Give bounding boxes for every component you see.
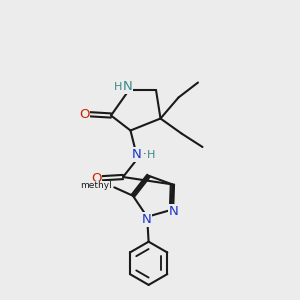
Text: methyl: methyl	[80, 181, 112, 190]
Text: N: N	[132, 148, 141, 161]
Text: H: H	[114, 82, 123, 92]
Text: O: O	[91, 172, 101, 185]
Text: ·: ·	[143, 149, 147, 160]
Text: N: N	[169, 205, 179, 218]
Text: N: N	[123, 80, 132, 94]
Text: O: O	[79, 107, 89, 121]
Text: N: N	[142, 213, 152, 226]
Text: H: H	[147, 149, 156, 160]
